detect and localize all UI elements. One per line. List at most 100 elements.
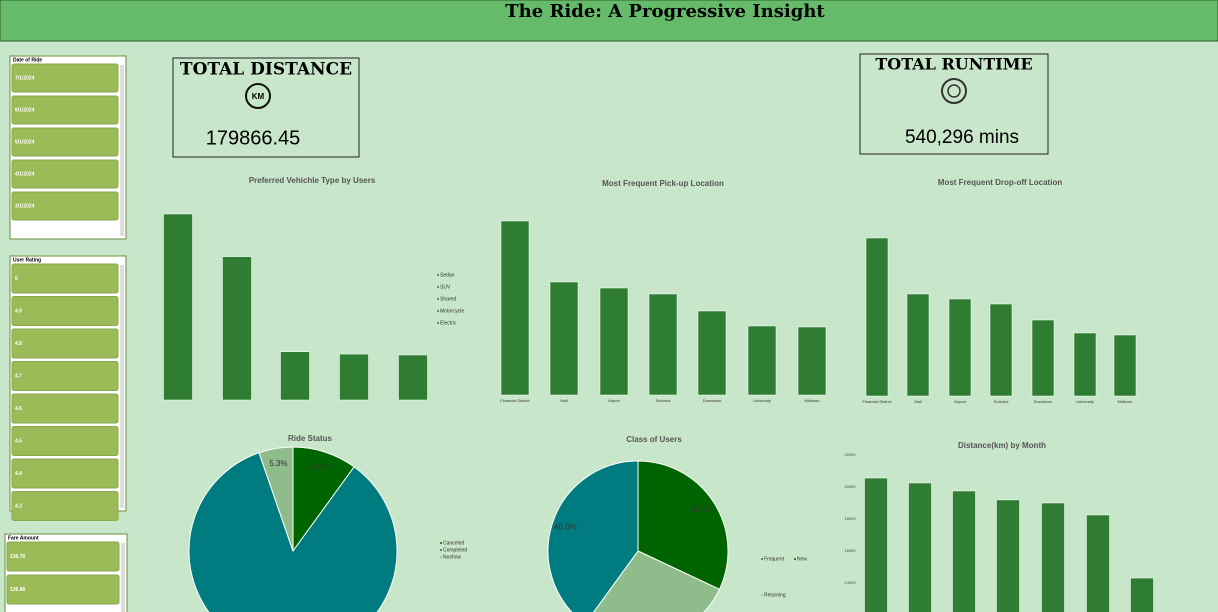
kpi-card [859,53,1049,155]
legend-marker [761,558,763,560]
slicer-item[interactable] [11,328,119,359]
pie-slice [188,452,398,612]
legend-label: Sedan [440,272,455,278]
legend-label: Canceled [443,540,464,546]
slicer-item[interactable] [11,95,119,125]
bar [1031,319,1055,397]
x-tick-label: University [753,398,771,403]
bar [280,351,310,401]
legend-marker [437,286,439,288]
slicer-item-label: 6/1/2024 [15,107,35,113]
kpi-label: TOTAL DISTANCE [180,60,352,80]
bar [163,213,193,401]
slicer-item[interactable] [11,426,119,456]
chart-title: Most Frequent Drop-off Location [938,178,1063,187]
y-tick-label: 20000 [844,484,856,489]
slicer-item-label: 4/1/2024 [15,171,35,177]
legend-label: Frequent [764,556,785,562]
y-tick-label: 16000 [844,548,856,553]
slicer-item[interactable] [11,393,119,424]
y-tick-label: 18000 [844,516,856,521]
bar [906,293,930,397]
x-tick-label: University [1076,399,1094,404]
kpi-value: 540,296 mins [905,127,1019,148]
slicer-item[interactable] [11,191,119,221]
legend-label: New [797,556,807,562]
slicer-item[interactable] [11,458,119,489]
slicer-item[interactable] [11,296,119,326]
bar [1041,502,1065,612]
chart-title: Preferred Vehichle Type by Users [249,176,376,185]
x-tick-label: Suburbs [656,398,671,403]
slicer-item-label: 5 [15,276,18,282]
x-tick-label: Airport [954,399,967,404]
legend-label: Electric [440,320,457,326]
legend-label: Shared [440,296,456,302]
slicer-item[interactable] [6,574,120,605]
kpi-icon [947,84,961,98]
bar [339,353,369,401]
pie-slice [258,446,294,552]
x-tick-label: Midtown [805,398,820,403]
legend-label: Returning [764,592,786,598]
x-tick-label: Financial District [862,399,892,404]
bar [952,490,976,612]
slicer-item[interactable] [6,541,120,572]
x-tick-label: Downtown [1034,399,1053,404]
slicer-title: User Rating [13,257,41,263]
slice-label: 5.3% [269,459,287,468]
legend-marker [440,549,442,551]
slicer-item-label: 5/1/2024 [15,139,35,145]
slicer-item[interactable] [11,361,119,391]
chart-title: Distance(km) by Month [958,441,1046,450]
chart-title: Class of Users [626,435,682,444]
legend-label: SUV [440,284,451,290]
slicer-item[interactable] [11,491,119,521]
kpi-icon [941,78,967,104]
legend-marker [761,594,763,596]
legend-label: Completed [443,547,467,553]
bar [747,325,777,396]
kpi-icon [245,83,271,109]
bar [996,499,1020,612]
slicer-item[interactable] [11,263,119,294]
bar [222,256,252,401]
bar [599,287,629,396]
y-tick-label: 14000 [844,580,856,585]
y-tick-label: 22000 [844,452,856,457]
bar [865,237,889,397]
bar [398,354,428,401]
bar [989,303,1013,397]
x-tick-label: Financial District [500,398,530,403]
slicer-scrollbar [120,65,124,236]
bar [1073,332,1097,397]
bar [797,326,827,396]
slicer-item[interactable] [11,159,119,189]
kpi-value: 179866.45 [206,127,301,149]
x-tick-label: Suburbs [994,399,1009,404]
legend-marker [437,310,439,312]
x-tick-label: Mall [560,398,567,403]
slicer-item[interactable] [11,127,119,157]
legend-marker [437,322,439,324]
pie-slice [637,460,729,590]
slice-label: 40.0% [554,522,577,531]
slicer-item[interactable] [11,63,119,93]
bar [864,477,888,612]
header-bar [0,0,1218,42]
x-tick-label: Mall [914,399,921,404]
slicer-item-label: 4.5 [15,438,22,444]
slicer-item-label: 4.7 [15,373,22,379]
bar [908,482,932,612]
bar [1130,577,1154,612]
bar [1113,334,1137,397]
slicer-item-label: 7/1/2024 [15,75,35,81]
legend-label: Motorcycle [440,308,464,314]
x-tick-label: Downtown [703,398,722,403]
x-tick-label: Midtown [1118,399,1133,404]
bar [648,293,678,396]
slicer-item-label: 4.3 [15,503,22,509]
bar [1086,514,1110,612]
